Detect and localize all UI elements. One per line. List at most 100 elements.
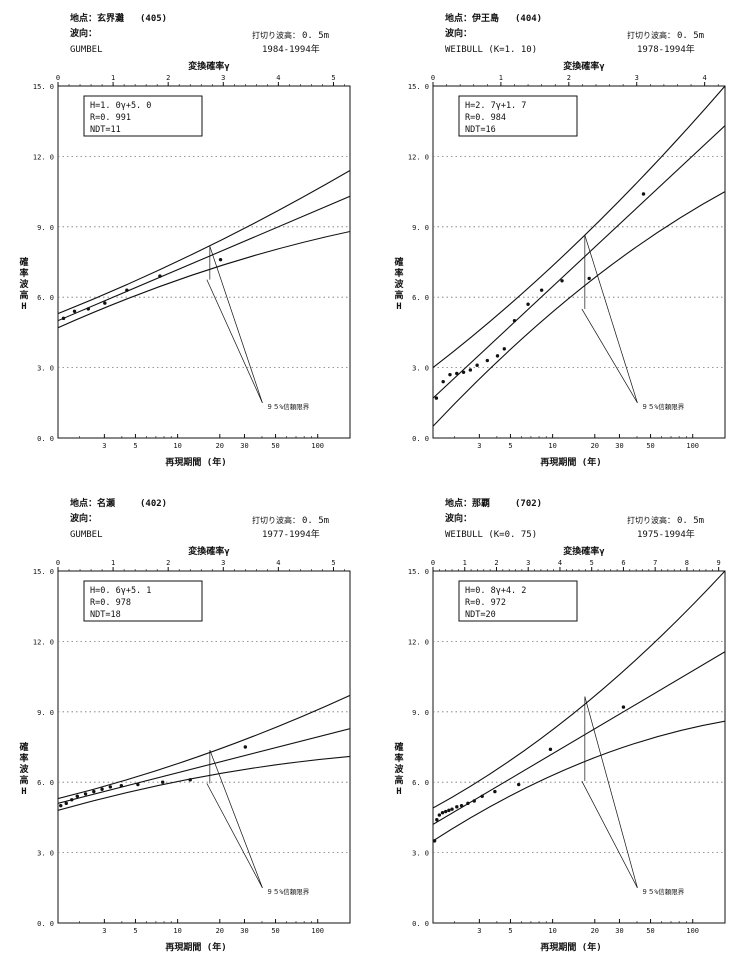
equation-box [458, 580, 578, 622]
top-tick-label: 1 [499, 74, 503, 82]
x-tick-label: 100 [311, 442, 324, 450]
x-tick-label: 20 [591, 927, 599, 935]
top-tick-label: 0 [431, 559, 435, 567]
lower-confidence-curve [58, 755, 350, 811]
confidence-label: ９５%信頼限界 [266, 887, 309, 896]
x-tick-label: 3 [102, 442, 106, 450]
y-tick-label: 0. 0 [412, 435, 429, 443]
top-tick-label: 2 [166, 74, 170, 82]
data-point [495, 354, 500, 358]
y-tick-label: 3. 0 [412, 365, 429, 373]
x-tick-label: 3 [477, 927, 481, 935]
top-tick-label: 6 [621, 559, 625, 567]
confidence-label: ９５%信頼限界 [641, 887, 684, 896]
chart-panel-2: 地点：伊王島 (404) 波向： WEIBULL (K=1. 10) 打切り波高： 0. … [375, 0, 750, 485]
callout-line [584, 696, 638, 888]
plot-area [433, 571, 725, 843]
chart-svg: 15. 0 12. 0 9. 0 6. 0 3. 0 0. 0 0 1 2 3 4 5 6 7 8 9 変換確率… [408, 545, 726, 953]
data-point [587, 276, 591, 281]
data-point [450, 807, 454, 811]
data-point [441, 379, 445, 384]
x-tick-label: 10 [173, 927, 181, 935]
top-tick-label: 3 [221, 74, 225, 82]
x-tick-label: 20 [216, 927, 224, 935]
data-point [86, 307, 91, 311]
top-tick-label: 2 [494, 559, 498, 567]
callout-line [584, 235, 638, 403]
data-point [243, 745, 248, 749]
x-tick-label: 3 [477, 442, 481, 450]
y-axis-label: 確率波高H [19, 258, 29, 312]
top-axis-label: 変換確率γ [188, 545, 230, 557]
site-label: 地点：伊王島 [445, 14, 500, 24]
cutoff-value: 0. 5m [677, 31, 705, 41]
x-tick-label: 5 [133, 442, 137, 450]
x-tick-label: 3 [102, 927, 106, 935]
cutoff-label: 打切り波高： [252, 516, 300, 525]
top-tick-label: 0 [431, 74, 435, 82]
data-point [447, 808, 451, 813]
data-point [70, 798, 74, 802]
data-point [440, 811, 445, 815]
confidence-label: ９５%信頼限界 [266, 402, 309, 411]
upper-confidence-curve [58, 694, 350, 800]
top-tick-label: 1 [111, 559, 115, 567]
x-tick-label: 5 [508, 927, 512, 935]
y-axis-label: 確率波高H [394, 743, 404, 797]
equation-line: H=0. 6γ+5. 1 [90, 586, 151, 596]
x-tick-label: 50 [271, 927, 279, 935]
direction-label: 波向： [70, 514, 98, 524]
data-point [485, 358, 490, 363]
site-label: 地点：名瀬 [70, 499, 116, 509]
equation-line: H=0. 8γ+4. 2 [465, 586, 526, 596]
data-point [468, 368, 473, 372]
top-tick-label: 8 [685, 559, 689, 567]
data-point [461, 370, 466, 374]
top-tick-label: 1 [111, 74, 115, 82]
x-tick-label: 100 [311, 927, 324, 935]
chart-svg: 15. 0 12. 0 9. 0 6. 0 3. 0 0. 0 0 1 2 3 4 5 変換確率γ 3 5 1… [33, 545, 351, 953]
x-tick-label: 30 [240, 442, 248, 450]
y-tick-label: 9. 0 [37, 224, 54, 232]
data-point [493, 789, 497, 794]
y-tick-label: 0. 0 [37, 435, 54, 443]
data-point [92, 789, 96, 794]
top-tick-label: 4 [276, 74, 280, 82]
cutoff-label: 打切り波高： [627, 31, 675, 40]
data-point [434, 396, 439, 400]
top-tick-label: 5 [590, 559, 594, 567]
fit-line [433, 125, 725, 399]
equation-line: NDT=11 [90, 125, 121, 135]
x-axis-label: 再現期間 (年) [165, 941, 226, 953]
y-tick-label: 9. 0 [412, 709, 429, 717]
x-tick-label: 100 [686, 442, 699, 450]
data-point [480, 794, 484, 798]
y-axis-label: 確率波高H [19, 743, 29, 797]
period-label: 1977-1994年 [262, 530, 320, 540]
callout-line [581, 780, 638, 888]
plot-area [58, 170, 350, 329]
plot-area [58, 694, 350, 811]
direction-label: 波向： [445, 514, 473, 524]
cutoff-label: 打切り波高： [252, 31, 300, 40]
data-point [502, 347, 507, 351]
chart-svg: 15. 0 12. 0 9. 0 6. 0 3. 0 0. 0 0 1 2 3 4 変換確率γ 3 5 10… [408, 60, 726, 468]
top-tick-label: 7 [653, 559, 657, 567]
fit-line [58, 728, 350, 804]
x-tick-label: 10 [548, 927, 556, 935]
top-tick-label: 1 [463, 559, 467, 567]
data-point [437, 813, 442, 817]
top-tick-label: 0 [56, 74, 60, 82]
data-point [64, 801, 68, 806]
lower-confidence-curve [433, 720, 725, 842]
data-point [61, 316, 66, 321]
y-tick-label: 15. 0 [33, 568, 54, 576]
y-axis-label: 確率波高H [394, 258, 404, 312]
x-tick-label: 20 [591, 442, 599, 450]
cutoff-value: 0. 5m [677, 516, 705, 526]
data-point [59, 803, 63, 808]
upper-confidence-curve [433, 571, 725, 809]
site-code: (404) [515, 14, 543, 24]
top-tick-label: 4 [703, 74, 707, 82]
top-tick-label: 4 [558, 559, 562, 567]
